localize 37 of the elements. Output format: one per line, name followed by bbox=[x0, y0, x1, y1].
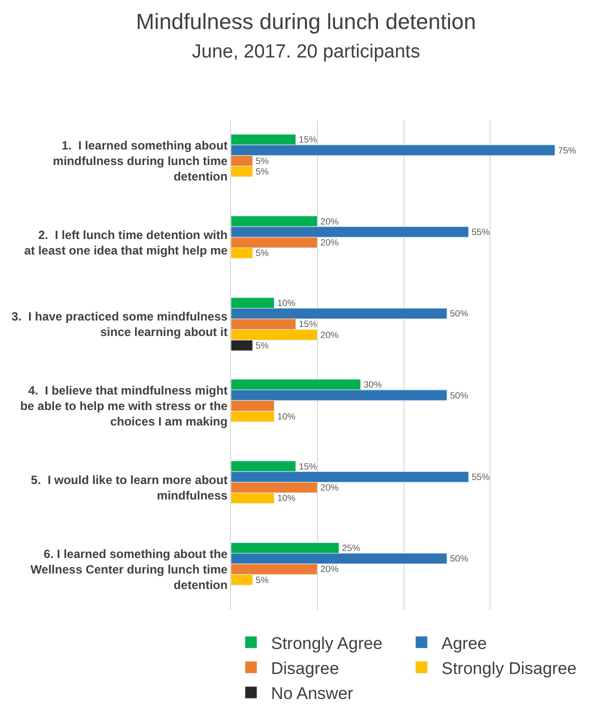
y-tick-label: 1. I learned something about mindfulness during lunch time detention bbox=[52, 138, 228, 184]
data-label: 15% bbox=[298, 319, 318, 330]
data-label: 5% bbox=[256, 248, 269, 258]
chart-subtitle: June, 2017. 20 participants bbox=[192, 42, 420, 63]
data-label: 55% bbox=[472, 226, 490, 237]
data-label: 55% bbox=[472, 472, 490, 482]
data-label: 5% bbox=[256, 156, 269, 166]
legend-label: Disagree bbox=[271, 658, 340, 678]
data-label: 50% bbox=[450, 308, 468, 319]
data-label: 75% bbox=[558, 145, 576, 156]
data-label: 5% bbox=[256, 574, 269, 585]
data-label: 10% bbox=[277, 411, 296, 422]
legend-label: Strongly Disagree bbox=[442, 658, 577, 678]
data-label: 20% bbox=[320, 330, 339, 340]
data-label: 5% bbox=[256, 166, 269, 176]
y-tick-label: 6. I learned something about the Wellness Center during lunch time detention bbox=[30, 546, 228, 592]
data-label: 20% bbox=[320, 216, 339, 226]
legend-label: Strongly Agree bbox=[271, 634, 383, 653]
data-label: 20% bbox=[320, 564, 339, 574]
data-label: 10% bbox=[277, 298, 296, 308]
data-label: 15% bbox=[298, 461, 318, 472]
legend-label: Agree bbox=[442, 634, 487, 653]
data-label: 10% bbox=[277, 493, 296, 504]
data-label: 20% bbox=[320, 238, 339, 248]
y-tick-label: 2. I left lunch time detention with at least one idea that might help me bbox=[24, 228, 228, 258]
y-tick-label: 3. I have practiced some mindfulness since learning about it bbox=[12, 310, 228, 340]
y-tick-label: 5. I would like to learn more about mindfulness bbox=[30, 472, 228, 502]
chart-title: Mindfulness during lunch detention bbox=[136, 8, 476, 34]
data-label: 50% bbox=[450, 390, 468, 400]
data-label: 50% bbox=[450, 554, 468, 564]
legend-label: No Answer bbox=[271, 684, 354, 704]
y-tick-label: 4. I believe that mindfulness might be able to help me with stress or the choices I am making bbox=[20, 383, 228, 429]
data-label: 15% bbox=[298, 134, 318, 145]
data-label: 20% bbox=[320, 482, 339, 493]
data-label: 30% bbox=[364, 380, 382, 390]
data-label: 5% bbox=[256, 340, 269, 350]
data-label: 25% bbox=[342, 542, 360, 553]
